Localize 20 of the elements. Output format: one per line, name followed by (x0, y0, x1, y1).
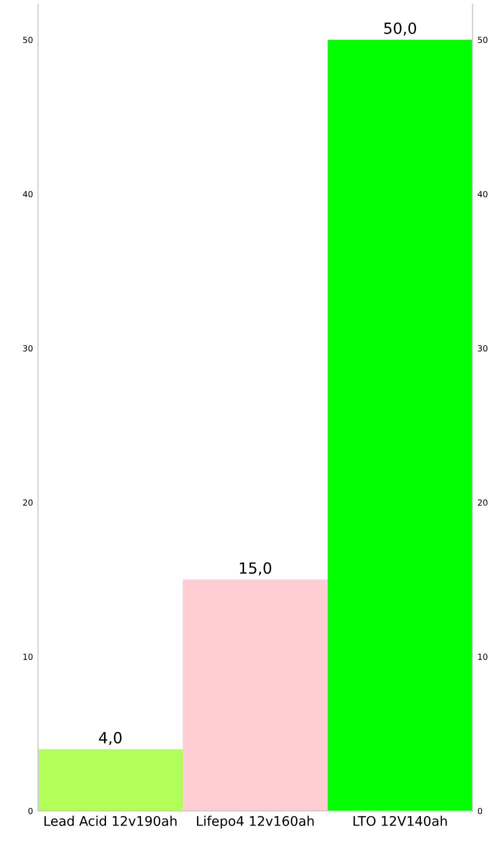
y2-tick-label: 20 (478, 499, 488, 506)
y2-tick-label: 40 (478, 190, 488, 198)
data-label: 4,0 (99, 732, 122, 746)
y2-tick-label: 30 (478, 345, 488, 352)
y-tick-label: 20 (23, 499, 33, 506)
data-label: 50,0 (384, 22, 416, 36)
y-tick-label: 0 (28, 808, 33, 814)
bar (182, 580, 328, 811)
x-tick-label: LTO 12V140ah (354, 816, 447, 826)
y2-tick-label: 50 (478, 36, 488, 44)
y-tick-label: 30 (23, 345, 33, 352)
x-tick-label: Lead Acid 12v190ah (44, 816, 176, 826)
y-tick-label: 50 (23, 36, 33, 44)
bar (38, 749, 183, 811)
y2-tick-label: 0 (478, 808, 482, 814)
y2-tick-label: 10 (478, 654, 488, 660)
y-tick-label: 40 (22, 190, 33, 198)
x-tick-label: Lifepo4 12v160ah (197, 816, 314, 829)
y-tick-label: 10 (23, 654, 33, 660)
data-label: 15,0 (240, 562, 272, 576)
